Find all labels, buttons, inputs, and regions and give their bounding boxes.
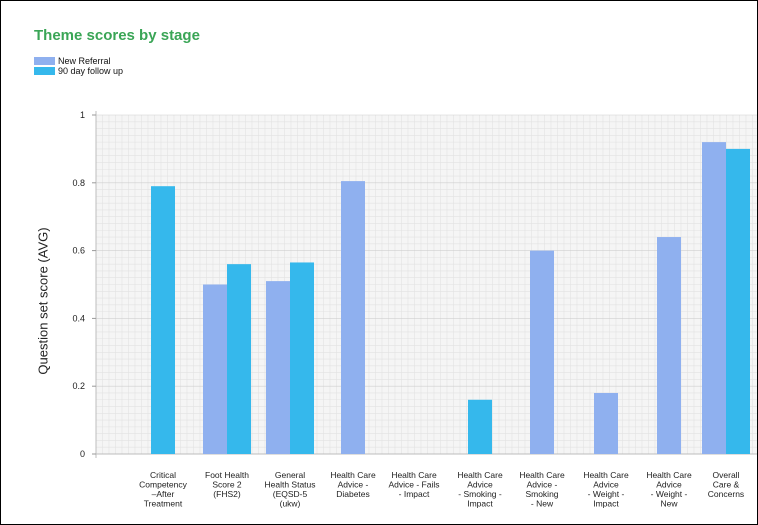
- bar-90-day-follow-up: [151, 186, 175, 454]
- y-tick-label: 1: [80, 110, 85, 120]
- y-tick-label: 0.6: [72, 246, 85, 256]
- x-category-label: Health Care Advice - Weight -New: [646, 470, 692, 509]
- x-category-label: Health Care Advice - Fails - Impact: [388, 470, 439, 499]
- x-category-label: Health Care Advice - Weight -Impact: [583, 470, 629, 509]
- x-category-label: Overall Care & Concerns: [708, 470, 744, 499]
- bar-new-referral: [266, 281, 290, 454]
- legend-item-new-referral: New Referral: [34, 56, 123, 66]
- y-tick-label: 0: [80, 449, 85, 459]
- bar-new-referral: [203, 284, 227, 454]
- x-category-label: Health Care Advice -Diabetes: [330, 470, 376, 499]
- x-category-label: Foot Health Score 2 (FHS2): [205, 470, 249, 499]
- bar-new-referral: [702, 142, 726, 454]
- y-tick-label: 0.4: [72, 313, 85, 323]
- bar-90-day-follow-up: [468, 399, 492, 454]
- bar-new-referral: [594, 392, 618, 454]
- legend-item-90-day-follow-up: 90 day follow up: [34, 66, 123, 76]
- bar-new-referral: [530, 250, 554, 454]
- legend: New Referral 90 day follow up: [34, 56, 123, 76]
- y-tick-label: 0.2: [72, 381, 85, 391]
- legend-label-new-referral: New Referral: [58, 56, 111, 66]
- x-category-label: Health Care Advice - Smoking -Impact: [457, 470, 503, 509]
- legend-swatch-new-referral: [34, 57, 55, 65]
- bar-new-referral: [341, 181, 365, 455]
- y-tick-label: 0.8: [72, 178, 85, 188]
- legend-swatch-90-day-follow-up: [34, 67, 55, 75]
- x-category-label: Health Care Advice -Smoking - New: [519, 470, 565, 509]
- legend-label-90-day-follow-up: 90 day follow up: [58, 66, 124, 76]
- bar-90-day-follow-up: [726, 148, 750, 454]
- x-category-label: Critical Competency –After Treatment: [139, 470, 187, 509]
- bar-new-referral: [657, 237, 681, 454]
- x-category-label: General Health Status (EQSD-5 (ukw): [264, 470, 315, 509]
- bar-90-day-follow-up: [290, 262, 314, 454]
- bar-90-day-follow-up: [227, 264, 251, 454]
- chart-title: Theme scores by stage: [34, 27, 200, 44]
